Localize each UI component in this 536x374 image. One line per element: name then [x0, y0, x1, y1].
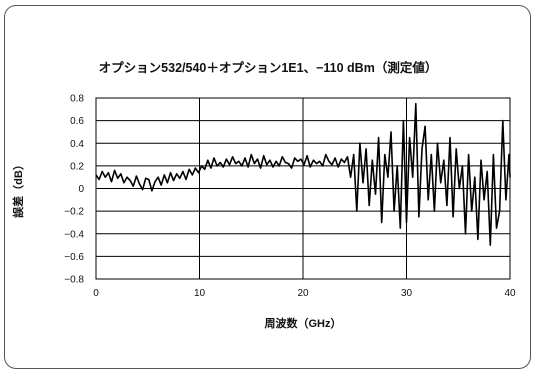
x-axis-label: 周波数（GHz） — [265, 316, 342, 330]
x-tick-label: 30 — [401, 288, 413, 299]
y-tick-label: 0 — [78, 184, 84, 195]
y-tick-label: 0.4 — [70, 139, 84, 150]
chart-frame — [4, 5, 531, 369]
grid — [95, 97, 511, 280]
series-layer — [95, 102, 511, 246]
y-axis-label: 誤差（dB） — [11, 159, 25, 218]
x-tick-label: 20 — [297, 288, 309, 299]
y-tick-label: −0.6 — [64, 252, 84, 263]
y-tick-label: −0.2 — [64, 207, 84, 218]
y-tick-label: 0.8 — [70, 94, 84, 105]
y-tick-label: 0.2 — [70, 161, 84, 172]
y-tick-label: −0.4 — [64, 229, 84, 240]
chart-title: オプション532/540＋オプション1E1、−110 dBm（測定値） — [98, 61, 438, 75]
series-line — [95, 102, 511, 246]
y-tick-label: −0.8 — [64, 275, 84, 286]
x-tick-label: 0 — [93, 288, 99, 299]
plot-border — [95, 97, 511, 280]
x-tick-label: 10 — [194, 288, 206, 299]
tick-labels: 0.8 0.6 0.4 0.2 0 −0.2 −0.4 −0.6 −0.8 0 10 20 30 40 — [64, 94, 516, 300]
y-tick-label: 0.6 — [70, 116, 84, 127]
x-tick-label: 40 — [504, 288, 516, 299]
